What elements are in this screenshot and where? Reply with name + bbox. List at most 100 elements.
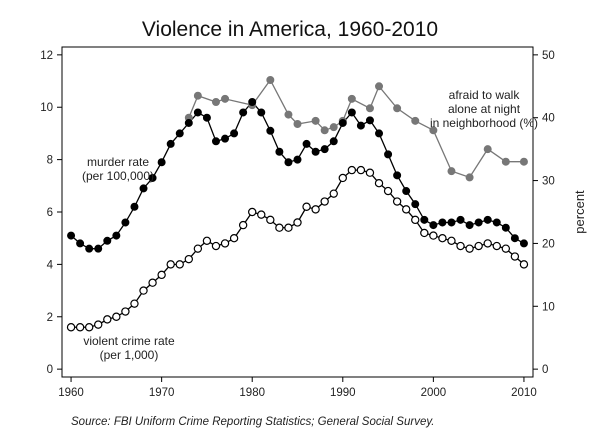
data-point-0: [465, 221, 474, 230]
data-point-0: [311, 147, 320, 156]
data-point-2: [365, 104, 374, 113]
data-point-1: [284, 223, 293, 232]
data-point-2: [375, 82, 384, 91]
series-label-line: violent crime rate: [83, 334, 175, 348]
data-point-1: [193, 244, 203, 253]
data-point-0: [365, 116, 374, 125]
data-point-0: [320, 145, 329, 154]
data-point-0: [329, 137, 338, 146]
data-point-1: [438, 233, 447, 243]
data-point-0: [519, 239, 528, 248]
data-point-0: [112, 231, 121, 240]
data-point-1: [202, 236, 212, 246]
data-point-0: [501, 223, 510, 232]
series-label-line: alone at night: [448, 102, 521, 116]
data-point-1: [148, 278, 157, 287]
source-note: Source: FBI Uniform Crime Reporting Stat…: [71, 416, 434, 428]
data-point-1: [519, 260, 529, 269]
data-point-0: [94, 244, 103, 253]
data-point-0: [148, 173, 157, 182]
data-point-2: [284, 110, 293, 119]
data-point-0: [103, 236, 112, 245]
data-point-0: [338, 118, 347, 127]
data-point-1: [338, 173, 347, 183]
data-point-1: [474, 241, 483, 251]
data-point-0: [275, 147, 284, 156]
series-label-line: (per 100,000): [82, 169, 154, 183]
x-tick-label: 1990: [330, 387, 356, 399]
data-point-1: [175, 260, 184, 269]
data-point-1: [293, 218, 302, 227]
data-point-2: [393, 104, 402, 113]
series-label-line: afraid to walk: [449, 88, 521, 102]
y-left-tick-label: 0: [47, 364, 53, 376]
data-point-2: [483, 145, 492, 154]
data-point-0: [130, 202, 139, 211]
x-tick-label: 1980: [239, 387, 265, 399]
data-point-0: [257, 108, 266, 117]
data-point-2: [429, 126, 438, 135]
axes: 1960 1970 1980 1990 2000 2010 0 2 4 6 8 10 12 0 10 20 30…: [40, 50, 587, 399]
data-point-0: [402, 187, 411, 196]
data-point-0: [184, 118, 193, 127]
data-point-0: [393, 171, 402, 180]
data-point-2: [320, 126, 329, 135]
data-point-1: [374, 178, 384, 188]
data-point-1: [94, 320, 103, 329]
data-point-1: [501, 244, 511, 253]
data-point-1: [311, 205, 320, 214]
data-point-2: [465, 173, 474, 182]
data-point-1: [420, 228, 429, 238]
data-point-1: [112, 312, 121, 321]
data-point-1: [103, 315, 112, 324]
x-tick-label: 1970: [149, 387, 175, 399]
data-point-1: [166, 260, 175, 269]
y-left-tick-label: 8: [47, 155, 53, 167]
data-point-0: [230, 129, 239, 138]
data-point-0: [121, 218, 130, 227]
y-right-tick-label: 50: [542, 50, 555, 62]
data-point-1: [456, 241, 465, 251]
data-point-0: [456, 215, 465, 224]
data-point-1: [157, 270, 166, 280]
y-left-tick-label: 2: [47, 312, 53, 324]
data-point-0: [157, 158, 166, 167]
data-point-0: [76, 239, 85, 248]
data-point-2: [347, 94, 356, 103]
data-point-0: [447, 218, 456, 227]
data-point-1: [356, 165, 366, 175]
data-point-0: [420, 215, 429, 224]
data-point-1: [510, 252, 520, 261]
data-point-1: [392, 197, 402, 206]
data-point-2: [311, 116, 320, 125]
data-point-2: [193, 91, 202, 100]
x-tick-label: 2010: [511, 387, 537, 399]
x-tick-label: 1960: [58, 387, 84, 399]
data-point-0: [438, 218, 447, 227]
data-point-0: [483, 215, 492, 224]
data-point-2: [293, 120, 302, 129]
data-point-1: [302, 202, 311, 211]
series-label-line: murder rate: [87, 155, 149, 169]
data-point-2: [221, 94, 230, 103]
data-point-2: [447, 167, 456, 176]
y-left-tick-label: 12: [40, 50, 53, 62]
data-point-1: [211, 241, 221, 251]
data-point-1: [492, 241, 501, 251]
data-point-0: [211, 137, 220, 146]
data-point-1: [229, 233, 239, 243]
data-point-1: [84, 323, 94, 332]
y-right-tick-label: 10: [542, 301, 555, 313]
y-right-tick-label: 40: [542, 113, 555, 125]
data-point-0: [302, 139, 311, 148]
data-point-0: [202, 113, 211, 122]
data-point-1: [447, 236, 456, 246]
series-labels: murder rate (per 100,000) violent crime ra…: [82, 88, 538, 362]
data-point-0: [429, 221, 438, 230]
series-label-0: murder rate (per 100,000): [82, 155, 154, 183]
data-point-0: [347, 108, 356, 117]
data-point-1: [257, 210, 266, 219]
data-point-1: [383, 186, 393, 196]
data-point-0: [474, 218, 483, 227]
data-point-1: [184, 254, 194, 264]
